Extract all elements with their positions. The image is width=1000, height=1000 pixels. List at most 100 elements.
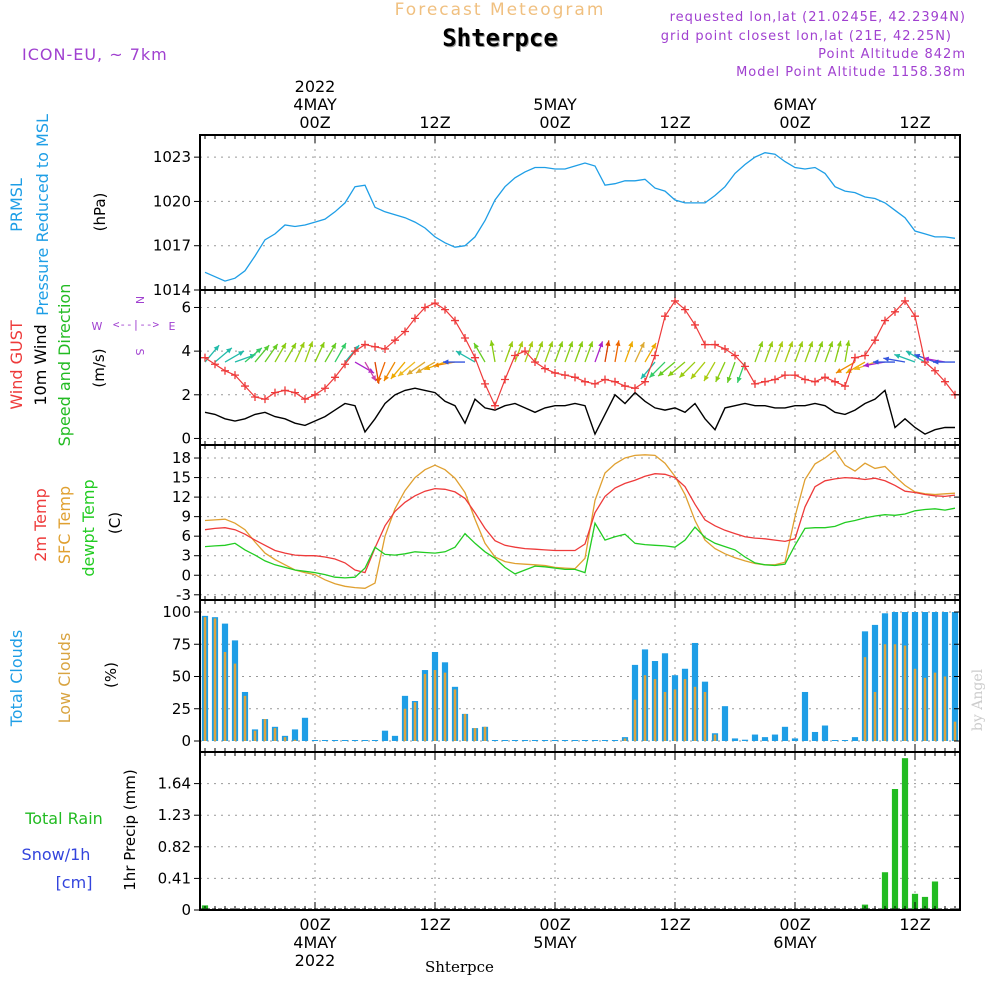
wind-yticks: 0 2 4 6 xyxy=(181,298,960,447)
bottom-time-label: 12Z xyxy=(419,915,450,934)
gust-marker xyxy=(391,336,399,345)
gust-marker xyxy=(751,379,759,388)
wind-arrow-head xyxy=(788,341,794,348)
wind-arrow xyxy=(657,361,676,377)
gust-marker xyxy=(881,316,889,325)
gust-marker xyxy=(851,353,859,362)
wind-arrow xyxy=(644,342,657,363)
compass-e: E xyxy=(169,320,176,333)
precip-label-snow: Snow/1h xyxy=(22,845,91,864)
y-tick-label: -3 xyxy=(176,586,191,604)
precip-ylabel: 1hr Precip (mm) xyxy=(121,769,139,890)
gust-marker xyxy=(221,366,229,375)
gust-marker xyxy=(831,377,839,386)
wind-arrow xyxy=(390,361,406,380)
bottom-day-label: 5MAY xyxy=(533,933,577,952)
total-cloud-bar xyxy=(751,734,759,741)
gust-marker xyxy=(821,373,829,382)
total-cloud-bar xyxy=(371,740,379,741)
wind-arrow-head xyxy=(390,373,397,379)
precip-panel-frame xyxy=(199,751,961,911)
wind-arrow xyxy=(648,361,666,379)
y-tick-label: 18 xyxy=(172,449,191,467)
wind-arrow-head xyxy=(836,340,842,347)
low-cloud-bar xyxy=(953,721,957,741)
gust-marker xyxy=(801,375,809,384)
wind-arrow-head xyxy=(628,341,634,348)
wind-arrow-head xyxy=(308,341,314,348)
wind-arrow xyxy=(344,344,360,363)
y-tick-label: 4 xyxy=(181,342,191,360)
precip-label-cm: [cm] xyxy=(56,873,93,892)
wind-arrow xyxy=(604,340,611,363)
point-altitude: Point Altitude 842m xyxy=(818,47,966,62)
low-cloud-bar xyxy=(263,719,267,741)
wind-arrow xyxy=(284,342,297,363)
wind-arrow-head xyxy=(281,342,286,349)
y-tick-label: 0 xyxy=(181,566,191,584)
wind-arrow-head xyxy=(443,359,449,365)
wind-arrow xyxy=(834,340,842,363)
y-tick-label: 9 xyxy=(181,508,191,526)
total-cloud-bar xyxy=(341,740,349,741)
rain-bar xyxy=(891,788,899,910)
gust-marker xyxy=(511,351,519,360)
gust-marker xyxy=(231,371,239,380)
gust-marker xyxy=(261,395,269,404)
gust-marker xyxy=(241,382,249,391)
gust-marker xyxy=(721,344,729,353)
gust-marker xyxy=(571,373,579,382)
wind-arrow-head xyxy=(863,362,870,368)
temperature-panel-xticks xyxy=(204,445,956,600)
low-cloud-bar xyxy=(693,686,697,741)
low-cloud-bar xyxy=(893,644,897,741)
temp-dewpt-line xyxy=(204,507,956,579)
low-cloud-bar xyxy=(643,675,647,741)
pressure-label-1: PRMSL xyxy=(7,178,26,232)
wind-arrow xyxy=(264,343,279,363)
wind-arrow-head xyxy=(398,370,404,377)
low-cloud-bar xyxy=(223,651,227,741)
pressure-panel-frame xyxy=(199,134,961,291)
wind-arrow-head xyxy=(256,347,262,354)
wind-arrow xyxy=(274,342,287,363)
wind-arrow-head xyxy=(649,371,656,378)
wind-arrow xyxy=(534,341,544,363)
wind-compass: W E <--|--> N S xyxy=(92,296,176,356)
gust-marker xyxy=(681,305,689,314)
wind-arrow xyxy=(883,356,906,363)
wind-arrow-head xyxy=(508,341,514,348)
clouds-label-total: Total Clouds xyxy=(7,630,26,728)
top-time-label: 00Z xyxy=(779,113,810,132)
gust-marker xyxy=(891,307,899,316)
y-tick-label: 1.23 xyxy=(158,806,191,824)
total-cloud-bar xyxy=(351,740,359,741)
total-cloud-bar xyxy=(821,725,829,741)
wind-arrow xyxy=(443,359,465,365)
rain-bar xyxy=(921,896,929,910)
gust-marker xyxy=(691,320,699,329)
low-cloud-bar xyxy=(863,657,867,741)
gust-marker xyxy=(601,375,609,384)
gust-markers xyxy=(201,296,959,410)
location-title: Shterpce xyxy=(442,24,558,52)
gust-marker xyxy=(211,360,219,369)
wind-arrow-head xyxy=(558,341,564,348)
wind-arrow-head xyxy=(528,341,534,348)
model-label: ICON-EU, ~ 7km xyxy=(22,45,168,64)
top-day-label: 5MAY xyxy=(533,95,577,114)
gust-marker xyxy=(611,377,619,386)
wind-arrow-head xyxy=(658,370,664,377)
wind-arrow-head xyxy=(598,341,604,348)
wind-arrow xyxy=(514,341,524,363)
wind-arrow-head xyxy=(341,342,346,349)
gust-marker xyxy=(531,358,539,367)
top-time-label: 12Z xyxy=(419,113,450,132)
wind-arrow xyxy=(564,341,574,363)
total-cloud-bar xyxy=(521,740,529,741)
y-tick-label: 12 xyxy=(172,488,191,506)
low-cloud-bar xyxy=(403,708,407,741)
low-cloud-bar xyxy=(453,689,457,741)
wind-arrow xyxy=(835,361,856,374)
y-tick-label: 0.41 xyxy=(158,869,191,887)
